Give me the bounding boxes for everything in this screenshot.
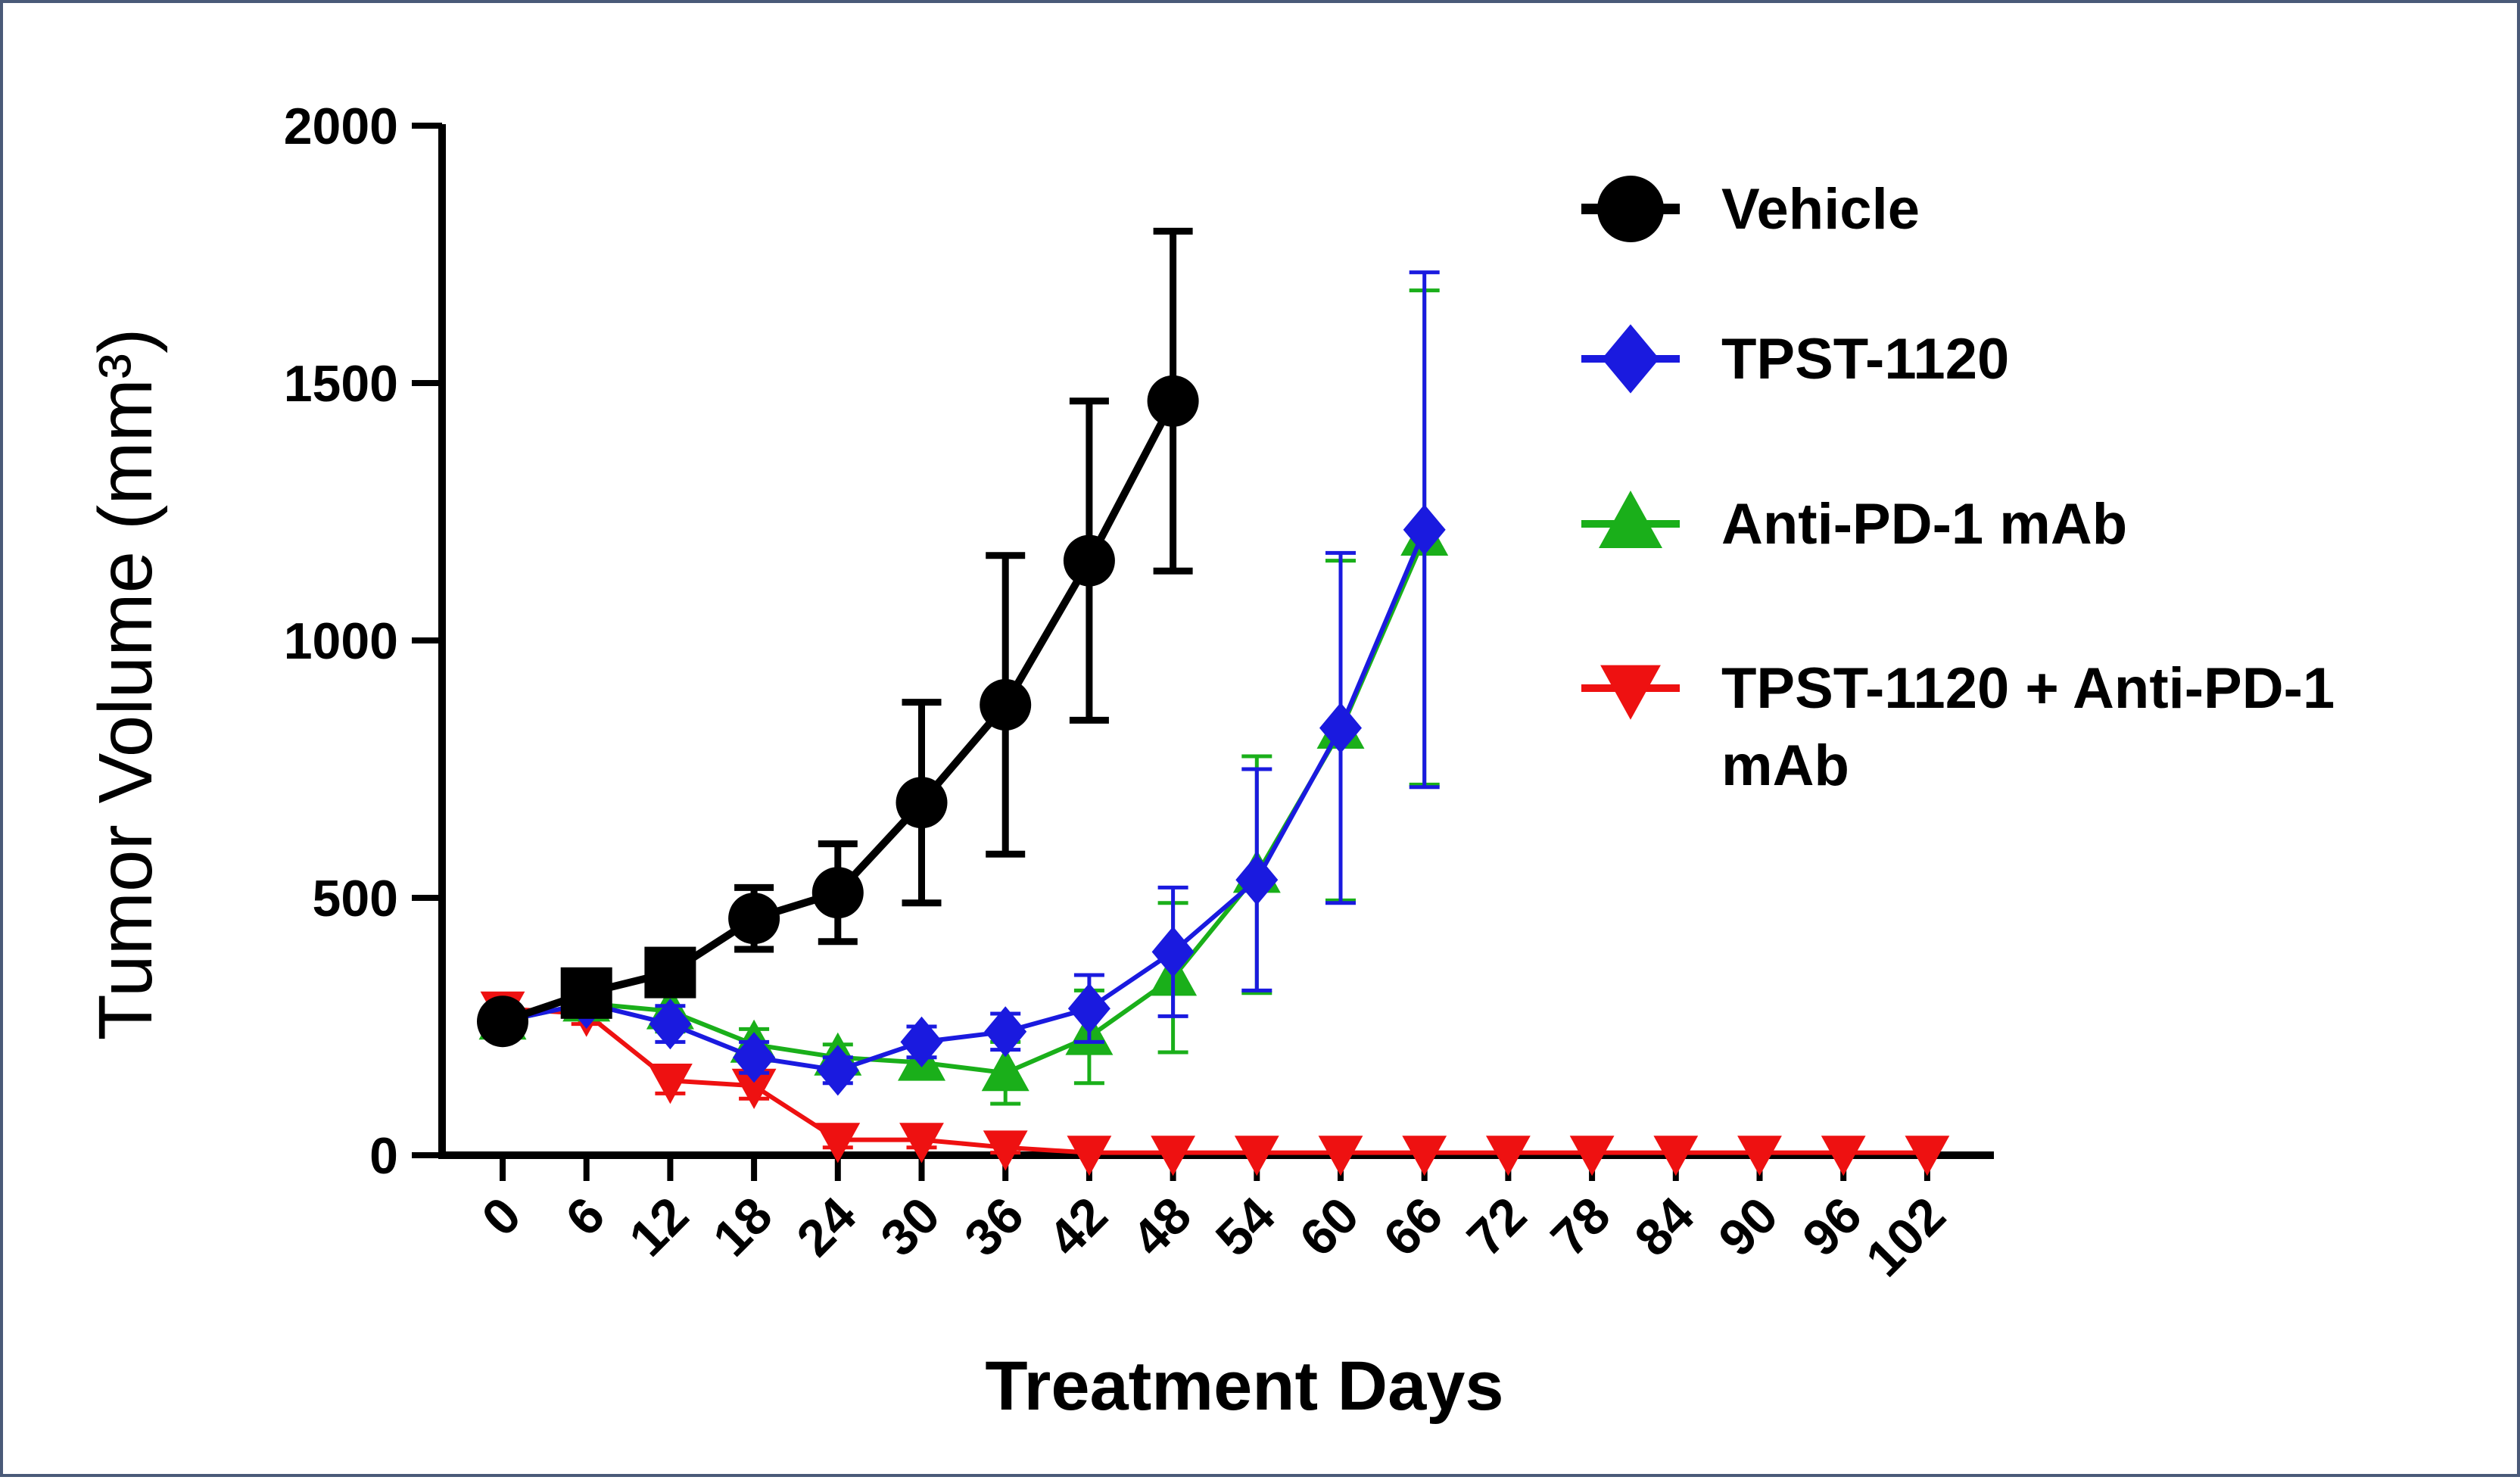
marker-triangle-down <box>1318 1136 1363 1176</box>
marker-diamond <box>1602 324 1659 394</box>
marker-triangle-down <box>1486 1136 1531 1176</box>
x-tick-label: 18 <box>702 1186 783 1267</box>
marker-triangle-down <box>1821 1136 1866 1176</box>
marker-circle <box>896 777 948 829</box>
marker-triangle-down <box>1402 1136 1447 1176</box>
x-tick-label: 48 <box>1121 1186 1202 1267</box>
marker-triangle-up <box>981 1048 1029 1092</box>
marker-triangle-down <box>1234 1136 1279 1176</box>
marker-triangle-down <box>1600 665 1661 720</box>
marker-triangle-down <box>1737 1136 1782 1176</box>
x-tick-label: 0 <box>471 1186 531 1247</box>
x-tick-label: 24 <box>786 1186 867 1267</box>
marker-square <box>644 946 696 999</box>
marker-triangle-down <box>1653 1136 1699 1176</box>
marker-diamond <box>649 999 692 1050</box>
x-tick-label: 78 <box>1540 1186 1621 1267</box>
marker-diamond <box>1319 703 1362 754</box>
legend-label: mAb <box>1721 734 1849 798</box>
y-axis-title: Tumor Volume (mm³) <box>83 329 168 1041</box>
marker-diamond <box>1403 504 1446 556</box>
x-tick-label: 42 <box>1037 1186 1118 1267</box>
marker-triangle-down <box>1067 1136 1112 1176</box>
series-line <box>502 528 1427 1073</box>
marker-diamond <box>816 1045 859 1096</box>
marker-circle <box>1597 176 1664 242</box>
marker-triangle-down <box>1569 1136 1615 1176</box>
x-tick-label: 72 <box>1456 1186 1537 1267</box>
x-tick-label: 96 <box>1792 1186 1873 1267</box>
series-tpst-1120-anti-pd-1-mab <box>480 991 1950 1176</box>
x-tick-label: 30 <box>870 1186 951 1267</box>
x-tick-label: 36 <box>954 1186 1035 1267</box>
legend-label: TPST-1120 <box>1721 327 2009 391</box>
marker-diamond <box>1235 854 1279 905</box>
marker-circle <box>1063 534 1115 587</box>
marker-circle <box>477 995 528 1048</box>
x-tick-label: 84 <box>1624 1186 1705 1267</box>
x-tick-label: 54 <box>1205 1186 1286 1267</box>
marker-diamond <box>900 1016 943 1067</box>
marker-diamond <box>1067 983 1110 1034</box>
legend-entry: TPST-1120 <box>1581 324 2009 394</box>
y-tick-label: 500 <box>313 870 398 927</box>
marker-triangle-down <box>648 1064 693 1105</box>
legend: Vehicle TPST-1120 Anti-PD-1 mAb TPST-1120 +… <box>1581 176 2335 798</box>
marker-triangle-down <box>983 1130 1028 1171</box>
x-tick-label: 90 <box>1708 1186 1789 1267</box>
x-axis-title: Treatment Days <box>985 1348 1503 1425</box>
series-line <box>502 536 1427 1076</box>
legend-entry: TPST-1120 + Anti-PD-1 mAb <box>1581 656 2335 798</box>
x-tick-label: 66 <box>1372 1186 1453 1267</box>
legend-label: Anti-PD-1 mAb <box>1721 492 2127 556</box>
marker-triangle-down <box>815 1123 861 1164</box>
marker-circle <box>811 867 864 919</box>
marker-circle <box>1147 375 1199 427</box>
x-tick-label: 102 <box>1855 1186 1957 1288</box>
marker-diamond <box>984 1006 1027 1058</box>
x-tick-label: 6 <box>555 1186 615 1247</box>
legend-entry: Anti-PD-1 mAb <box>1581 491 2127 556</box>
marker-diamond <box>1151 926 1195 977</box>
y-tick-label: 1500 <box>284 355 398 413</box>
y-tick-label: 2000 <box>284 98 398 155</box>
marker-triangle-down <box>731 1068 777 1109</box>
y-tick-label: 0 <box>369 1127 398 1185</box>
series-line <box>502 1006 1927 1155</box>
marker-triangle-up <box>1599 491 1662 548</box>
marker-circle <box>980 679 1032 731</box>
legend-label: Vehicle <box>1721 177 1920 241</box>
marker-triangle-down <box>1905 1136 1950 1176</box>
x-tick-label: 12 <box>618 1186 699 1267</box>
series-vehicle <box>477 227 1199 1048</box>
y-tick-label: 1000 <box>284 612 398 670</box>
marker-circle <box>728 893 780 945</box>
legend-label: TPST-1120 + Anti-PD-1 <box>1721 656 2335 721</box>
marker-square <box>560 967 612 1019</box>
x-tick-label: 60 <box>1288 1186 1369 1267</box>
marker-triangle-down <box>899 1123 944 1164</box>
series-layer <box>477 227 1950 1176</box>
marker-triangle-down <box>1151 1136 1195 1176</box>
legend-entry: Vehicle <box>1581 176 1920 242</box>
series-tpst-1120 <box>481 270 1446 1096</box>
marker-diamond <box>733 1032 776 1083</box>
